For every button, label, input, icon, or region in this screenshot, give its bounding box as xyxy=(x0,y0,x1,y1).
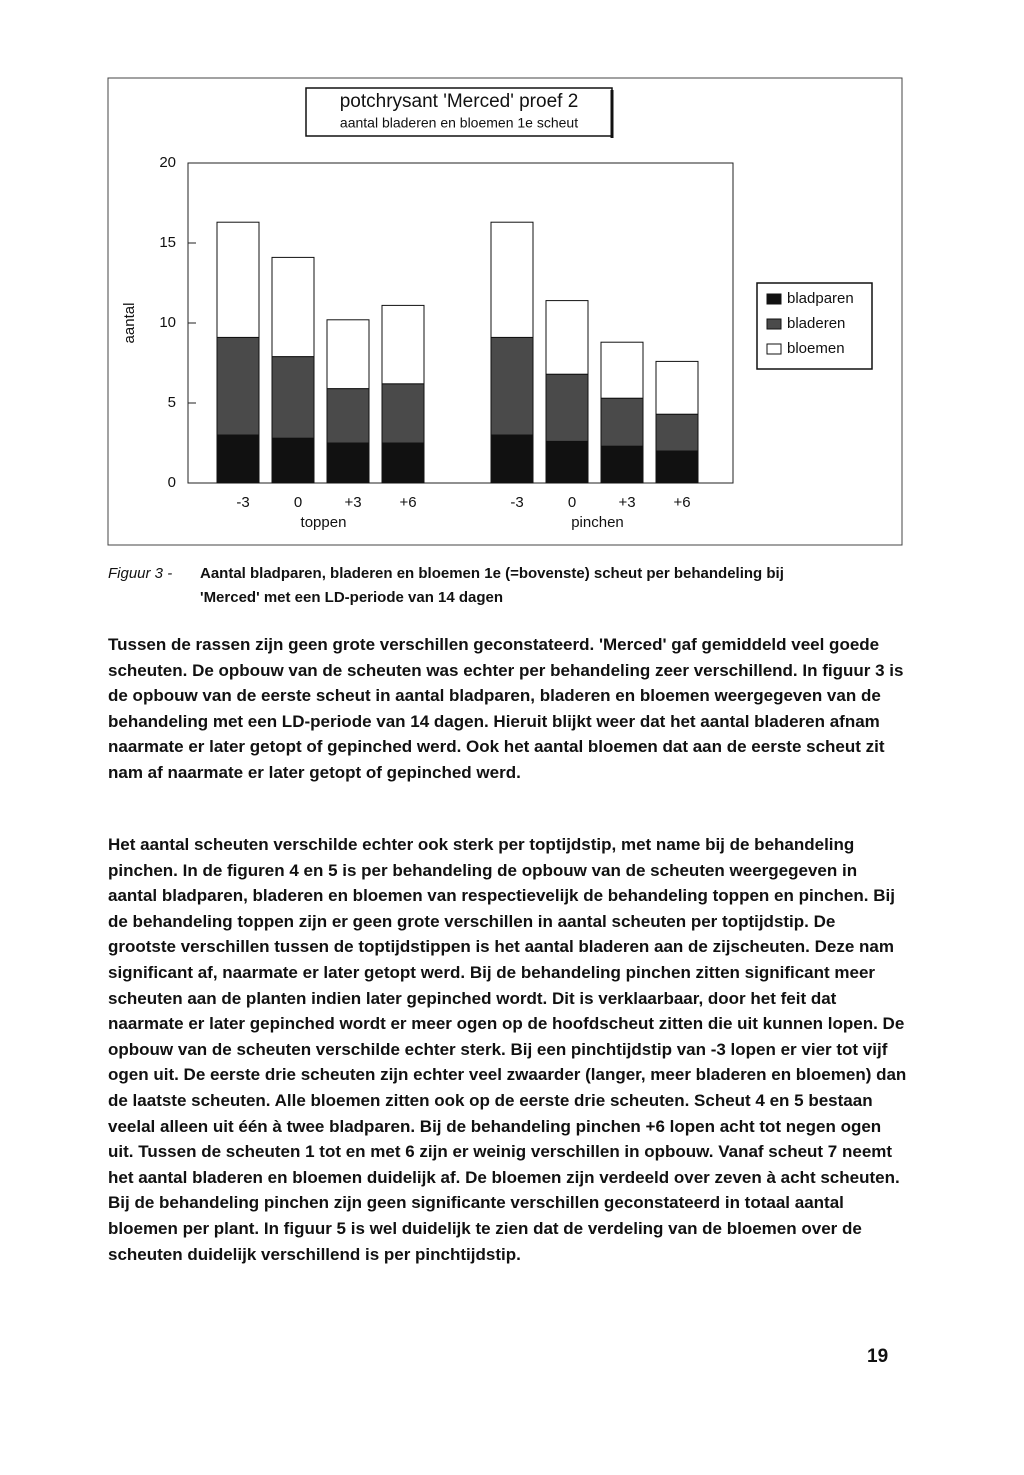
x-tick-label: +6 xyxy=(673,494,690,511)
bar-segment xyxy=(490,434,534,484)
x-tick-label: 0 xyxy=(294,494,302,511)
bar-segment xyxy=(655,413,699,452)
chart: potchrysant 'Merced' proef 2 aantal blad… xyxy=(107,77,903,546)
page-number: 19 xyxy=(867,1346,889,1367)
group-label: pinchen xyxy=(571,514,624,531)
bar-segment xyxy=(381,304,425,385)
group-label: toppen xyxy=(301,514,347,531)
y-axis-label: aantal xyxy=(121,303,138,344)
bar-segment xyxy=(381,383,425,444)
bar-segment xyxy=(600,341,644,399)
y-tick-label: 0 xyxy=(168,474,176,491)
caption-line: Aantal bladparen, bladeren en bloemen 1e… xyxy=(200,565,784,582)
bar-segment xyxy=(271,356,315,439)
x-tick-label: +3 xyxy=(344,494,361,511)
y-tick-label: 20 xyxy=(159,154,176,171)
x-tick-label: +3 xyxy=(618,494,635,511)
paragraph: Tussen de rassen zijn geen grote verschi… xyxy=(108,635,904,782)
figure-frame xyxy=(107,77,903,546)
bar-segment xyxy=(271,256,315,358)
legend-swatch xyxy=(766,293,782,305)
legend-swatch xyxy=(766,343,782,355)
legend-swatch xyxy=(766,318,782,330)
chart-title: potchrysant 'Merced' proef 2 xyxy=(340,91,579,112)
chart-subtitle: aantal bladeren en bloemen 1e scheut xyxy=(340,115,578,131)
bar-segment xyxy=(600,445,644,484)
bar-segment xyxy=(326,319,370,390)
x-tick-label: +6 xyxy=(399,494,416,511)
bar-segment xyxy=(216,221,260,338)
legend-label: bladparen xyxy=(787,290,854,307)
y-tick-label: 10 xyxy=(159,314,176,331)
bar-segment xyxy=(271,437,315,484)
bar-segment xyxy=(326,388,370,444)
bar-segment xyxy=(326,442,370,484)
bar-segment xyxy=(655,450,699,484)
bar-segment xyxy=(490,336,534,436)
bar-segment xyxy=(600,397,644,447)
bar-segment xyxy=(216,336,260,436)
y-tick-label: 5 xyxy=(168,394,176,411)
x-tick-label: 0 xyxy=(568,494,576,511)
plot-frame xyxy=(187,162,734,484)
x-tick-label: -3 xyxy=(236,494,249,511)
caption-line: 'Merced' met een LD-periode van 14 dagen xyxy=(200,589,504,606)
y-tick-label: 15 xyxy=(159,234,176,251)
title-box xyxy=(305,87,613,137)
bar-segment xyxy=(545,300,589,375)
legend-label: bladeren xyxy=(787,315,845,332)
caption-text: Aantal bladparen, bladeren en bloemen 1e… xyxy=(200,562,784,610)
legend-label: bloemen xyxy=(787,340,845,357)
bar-segment xyxy=(545,440,589,484)
bar-segment xyxy=(655,360,699,415)
bar-segment xyxy=(381,442,425,484)
bar-segment xyxy=(545,373,589,442)
paragraph: Het aantal scheuten verschilde echter oo… xyxy=(108,835,907,1264)
x-tick-label: -3 xyxy=(510,494,523,511)
caption-label: Figuur 3 - xyxy=(108,565,173,582)
bar-segment xyxy=(490,221,534,338)
bar-segment xyxy=(216,434,260,484)
